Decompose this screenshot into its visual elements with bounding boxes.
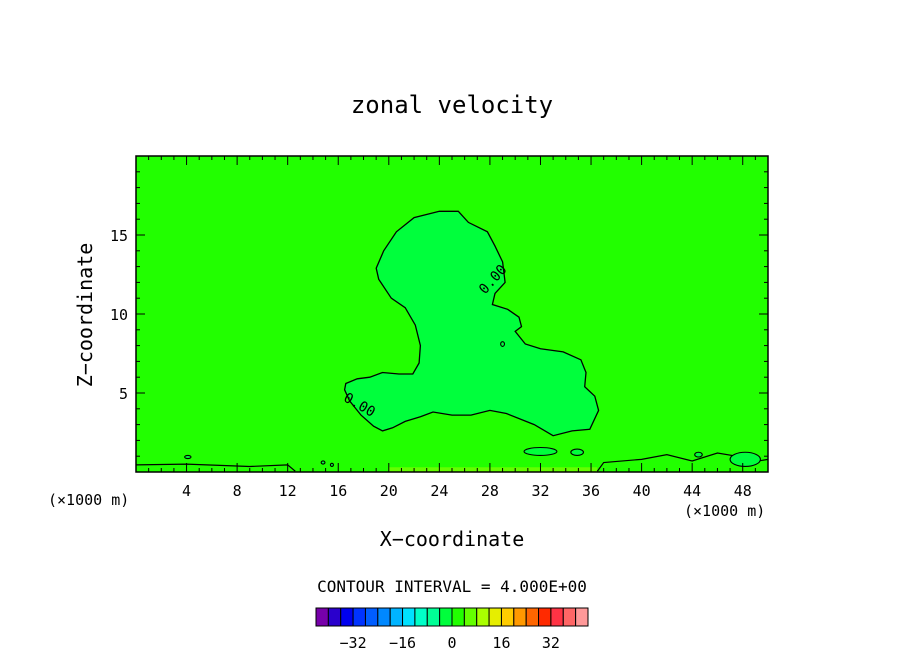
zero-contour-line [343,210,600,437]
colorbar-tick-label: 0 [447,634,456,652]
colorbar-swatch [500,607,515,627]
y-tick-label: 5 [119,385,128,403]
colorbar-swatch [402,607,416,627]
small-cell-x15b [329,462,334,468]
colorbar-swatch [389,607,404,627]
colorbar-swatch [439,607,453,627]
small-cell-x15 [320,460,326,465]
small-cell-x35 [570,448,585,456]
x-tick-label: 36 [582,482,600,500]
colorbar-tick-label: −16 [389,634,416,652]
x-tick-label: 12 [279,482,297,500]
surface-contour-left [135,463,296,472]
colorbar-swatch [327,607,342,627]
colorbar-tick-label: −32 [340,634,367,652]
x-unit-label-right: (×1000 m) [684,502,765,520]
colorbar [315,607,589,627]
x-tick-label: 32 [531,482,549,500]
colorbar-tick-label: 16 [492,634,510,652]
x-axis-ticks: 4 8 12 16 20 24 28 32 36 40 44 48 [148,156,756,500]
surface-strip [388,467,598,472]
colorbar-swatch [451,607,465,627]
colorbar-swatch [352,607,366,627]
colorbar-swatch [562,607,577,627]
colorbar-swatch [550,607,564,627]
colorbar-swatch [463,607,478,627]
y-tick-label: 15 [110,227,128,245]
contour-interval-label: CONTOUR INTERVAL = 4.000E+00 [317,577,587,596]
colorbar-swatch [488,607,502,627]
colorbar-tick-labels: −32 −16 0 16 32 [340,634,560,652]
small-cell-x44 [694,451,703,458]
small-cell-x48 [729,451,761,468]
x-tick-label: 16 [329,482,347,500]
small-contour-features [184,341,761,468]
chart-title: zonal velocity [351,91,553,119]
small-cell-center [500,341,506,347]
colorbar-swatch [525,607,540,627]
colorbar-swatch [513,607,527,627]
y-axis-ticks: 5 10 15 [110,171,768,457]
x-tick-label: 20 [380,482,398,500]
colorbar-swatch [426,607,441,627]
x-axis-label: X−coordinate [380,527,525,551]
small-cell-x32 [523,446,558,456]
y-axis-label: Z−coordinate [73,243,97,388]
x-tick-label: 24 [430,482,448,500]
velocity-region-0-to-4 [344,211,599,436]
colorbar-swatch [476,607,490,627]
colorbar-swatch [364,607,379,627]
colorbar-tick-label: 32 [542,634,560,652]
x-tick-label: 40 [633,482,651,500]
colorbar-swatch [538,607,552,627]
x-tick-label: 8 [233,482,242,500]
x-tick-label: 28 [481,482,499,500]
small-cell-x4 [184,454,192,460]
y-tick-label: 10 [110,306,128,324]
x-tick-label: 44 [683,482,701,500]
x-tick-label: 4 [182,482,191,500]
x-unit-label-left: (×1000 m) [48,491,129,509]
colorbar-swatch [377,607,391,627]
x-tick-label: 48 [734,482,752,500]
colorbar-swatch [575,607,589,627]
colorbar-swatch [340,607,354,627]
colorbar-swatch [414,607,428,627]
colorbar-swatch [315,607,329,627]
